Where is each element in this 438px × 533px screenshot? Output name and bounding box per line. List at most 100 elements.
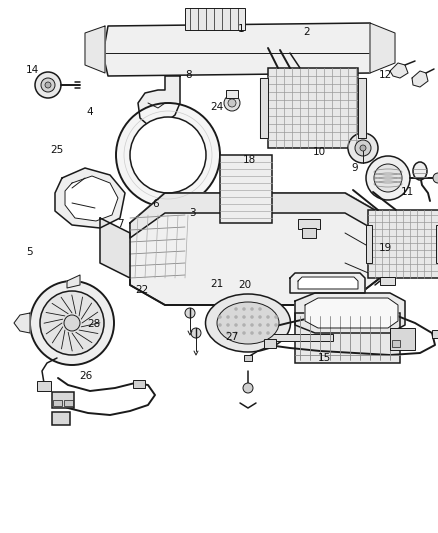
Polygon shape [138, 76, 180, 125]
Circle shape [228, 99, 236, 107]
Circle shape [258, 324, 261, 327]
Text: 7: 7 [117, 219, 124, 229]
Text: 19: 19 [379, 243, 392, 253]
Circle shape [41, 78, 55, 92]
Circle shape [251, 316, 254, 319]
Text: 12: 12 [379, 70, 392, 79]
Circle shape [243, 308, 246, 311]
Polygon shape [412, 71, 428, 87]
Polygon shape [260, 78, 268, 138]
Circle shape [226, 324, 230, 327]
Circle shape [64, 315, 80, 331]
Circle shape [251, 324, 254, 327]
Bar [53, 400, 62, 406]
Circle shape [185, 308, 195, 318]
Text: 27: 27 [226, 332, 239, 342]
Text: 14: 14 [26, 66, 39, 75]
Text: 3: 3 [189, 208, 196, 218]
Circle shape [40, 291, 104, 355]
Polygon shape [290, 273, 365, 293]
Bar [390, 328, 415, 350]
Bar [220, 155, 272, 223]
Circle shape [234, 324, 237, 327]
Circle shape [243, 332, 246, 335]
Bar [298, 219, 320, 229]
Circle shape [234, 332, 237, 335]
Circle shape [266, 324, 269, 327]
Bar [52, 392, 74, 408]
Text: 10: 10 [313, 147, 326, 157]
Text: 25: 25 [50, 146, 64, 155]
Text: 22: 22 [136, 286, 149, 295]
Bar [244, 355, 252, 361]
Ellipse shape [413, 162, 427, 180]
Text: 2: 2 [303, 27, 310, 37]
Polygon shape [390, 63, 408, 78]
Text: 28: 28 [88, 319, 101, 328]
Circle shape [251, 308, 254, 311]
Text: 6: 6 [152, 199, 159, 208]
Text: 9: 9 [351, 163, 358, 173]
Circle shape [258, 308, 261, 311]
Ellipse shape [217, 302, 279, 344]
Circle shape [266, 316, 269, 319]
Polygon shape [55, 168, 125, 228]
Polygon shape [130, 193, 380, 305]
Circle shape [433, 173, 438, 183]
Bar [268, 68, 358, 148]
Circle shape [360, 145, 366, 151]
Polygon shape [105, 23, 375, 76]
Bar [436, 225, 438, 263]
Polygon shape [305, 298, 398, 328]
Circle shape [275, 316, 278, 319]
Circle shape [374, 164, 402, 192]
Polygon shape [295, 293, 405, 333]
Circle shape [116, 103, 220, 207]
Text: 26: 26 [79, 371, 92, 381]
Bar [392, 340, 400, 347]
Bar [133, 380, 145, 388]
Circle shape [219, 324, 222, 327]
Circle shape [348, 133, 378, 163]
Circle shape [243, 324, 246, 327]
Polygon shape [298, 277, 358, 289]
Circle shape [258, 332, 261, 335]
Circle shape [243, 383, 253, 393]
Bar [264, 339, 276, 348]
Bar [295, 313, 400, 363]
Bar [432, 330, 438, 338]
Circle shape [234, 308, 237, 311]
Polygon shape [100, 218, 130, 278]
Bar [302, 228, 316, 238]
Text: 1: 1 [237, 25, 244, 34]
Bar [380, 277, 395, 285]
Text: 11: 11 [401, 187, 414, 197]
Text: 5: 5 [26, 247, 33, 256]
Ellipse shape [205, 294, 290, 352]
Text: 20: 20 [239, 280, 252, 290]
Polygon shape [370, 23, 395, 73]
Polygon shape [67, 275, 80, 288]
Bar [268, 334, 333, 341]
Bar [185, 8, 245, 30]
Circle shape [130, 117, 206, 193]
Text: 8: 8 [185, 70, 192, 79]
Circle shape [275, 324, 278, 327]
Circle shape [266, 332, 269, 335]
Circle shape [251, 332, 254, 335]
Circle shape [30, 281, 114, 365]
Polygon shape [358, 78, 366, 138]
Polygon shape [14, 313, 30, 333]
Text: 24: 24 [210, 102, 223, 111]
Circle shape [355, 140, 371, 156]
Text: 4: 4 [86, 107, 93, 117]
Circle shape [234, 316, 237, 319]
Circle shape [224, 95, 240, 111]
Circle shape [366, 156, 410, 200]
Bar [37, 381, 51, 391]
Bar [366, 225, 372, 263]
Circle shape [45, 82, 51, 88]
Polygon shape [65, 176, 118, 221]
Polygon shape [130, 193, 380, 238]
Bar [52, 412, 70, 425]
